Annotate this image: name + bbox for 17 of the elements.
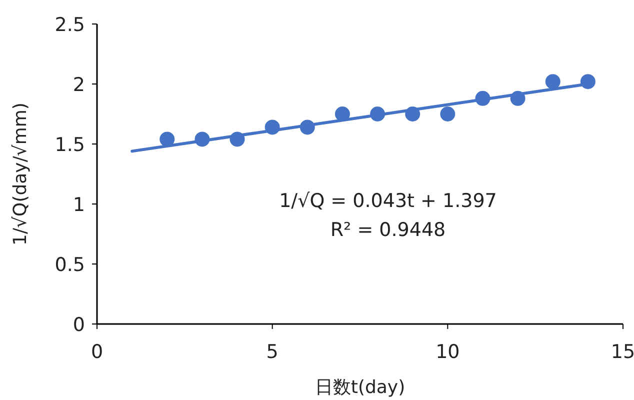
point [160, 132, 175, 147]
x-tick-label: 0 [90, 341, 104, 363]
x-tick-label: 10 [436, 341, 460, 363]
annotation: 1/√Q = 0.043t + 1.397 [279, 190, 497, 212]
y-tick-label: 2 [72, 74, 85, 96]
y-tick-label: 2.5 [54, 14, 85, 36]
x-tick-label: 15 [610, 341, 634, 363]
x-axis-title: 日数t(day) [314, 377, 406, 398]
y-tick-label: 1.5 [54, 134, 85, 156]
y-tick-label: 0 [72, 314, 85, 336]
y-axis-title: 1/√Q(day/√mm) [10, 102, 31, 246]
y-tick-label: 0.5 [54, 254, 85, 276]
point [545, 74, 560, 90]
y-tick-label: 1 [72, 194, 85, 216]
x-tick-label: 5 [266, 341, 278, 363]
point [440, 106, 456, 122]
annotation: R² = 0.9448 [330, 219, 446, 241]
